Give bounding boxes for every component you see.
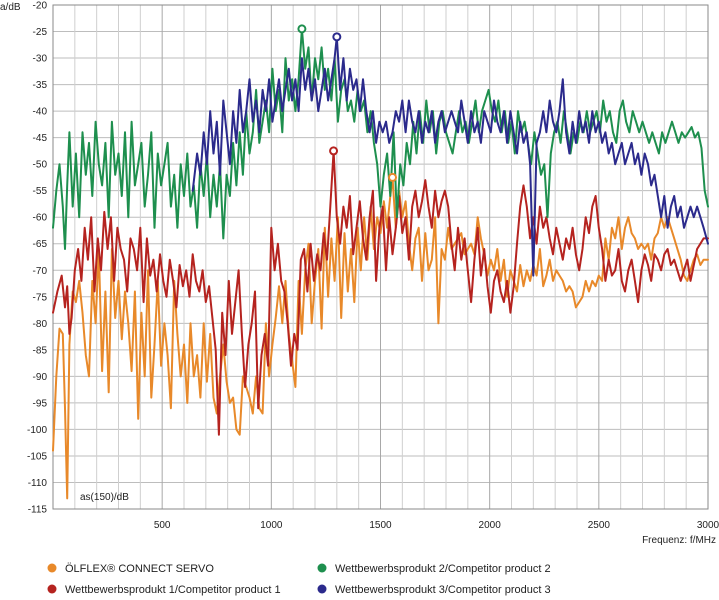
legend-swatch	[47, 563, 57, 573]
y-tick-label: -95	[33, 398, 48, 409]
peak-marker-4	[332, 32, 342, 42]
legend-swatch	[317, 563, 327, 573]
legend-item-2: Wettbewerbsprodukt 1/Competitor product …	[47, 584, 281, 596]
legend-item-4: Wettbewerbsprodukt 3/Competitor product …	[317, 584, 551, 596]
y-tick-label: -70	[33, 266, 48, 277]
x-tick-label: 2000	[479, 520, 502, 531]
y-tick-label: -85	[33, 345, 48, 356]
x-tick-label: 500	[154, 520, 171, 531]
annotation-label: as(150)/dB	[80, 492, 129, 503]
x-tick-label: 1500	[369, 520, 392, 531]
legend-label: Wettbewerbsprodukt 2/Competitor product …	[335, 563, 551, 575]
y-tick-label: -50	[33, 160, 48, 171]
legend: ÖLFLEX® CONNECT SERVO Wettbewerbsprodukt …	[47, 563, 551, 596]
y-tick-labels: -20 -25 -30 -35 -40 -45 -50 -55 -60 -65 -70 -75 -80 -…	[27, 1, 47, 516]
y-tick-label: -90	[33, 372, 48, 383]
y-tick-label: -110	[28, 478, 48, 489]
series-line-4	[191, 35, 709, 277]
peak-marker-2	[329, 146, 339, 156]
legend-swatch	[317, 584, 327, 594]
series-line-2	[52, 149, 709, 436]
peak-marker-1	[388, 172, 398, 182]
series-lines	[52, 27, 709, 500]
y-tick-label: -35	[33, 80, 48, 91]
x-tick-label: 2500	[588, 520, 611, 531]
peak-marker-3	[297, 24, 307, 34]
y-tick-label: -30	[33, 54, 48, 65]
x-tick-labels: 500 1000 1500 2000 2500 3000	[154, 520, 719, 531]
y-tick-label: -65	[33, 239, 48, 250]
y-tick-label: -75	[33, 292, 48, 303]
y-tick-label: -40	[33, 107, 48, 118]
legend-label: ÖLFLEX® CONNECT SERVO	[65, 563, 214, 575]
y-tick-label: -115	[28, 505, 48, 516]
y-tick-label: -60	[33, 213, 48, 224]
plot-frame	[52, 4, 709, 510]
y-tick-label: -25	[33, 27, 48, 38]
y-tick-label: -55	[33, 186, 48, 197]
legend-swatch	[47, 584, 57, 594]
x-axis-title: Frequenz: f/MHz	[642, 535, 716, 546]
y-axis-title: a/dB	[0, 2, 21, 13]
y-tick-label: -20	[33, 1, 48, 12]
y-tick-label: -100	[27, 425, 47, 436]
y-tick-label: -105	[27, 451, 47, 462]
legend-label: Wettbewerbsprodukt 3/Competitor product …	[335, 584, 551, 596]
grid	[52, 4, 709, 510]
peak-markers	[297, 24, 398, 182]
y-tick-label: -45	[33, 133, 48, 144]
legend-item-1: ÖLFLEX® CONNECT SERVO	[47, 563, 214, 575]
x-tick-label: 1000	[260, 520, 283, 531]
legend-label: Wettbewerbsprodukt 1/Competitor product …	[65, 584, 281, 596]
y-tick-label: -80	[33, 319, 48, 330]
x-tick-label: 3000	[697, 520, 719, 531]
legend-item-3: Wettbewerbsprodukt 2/Competitor product …	[317, 563, 551, 575]
